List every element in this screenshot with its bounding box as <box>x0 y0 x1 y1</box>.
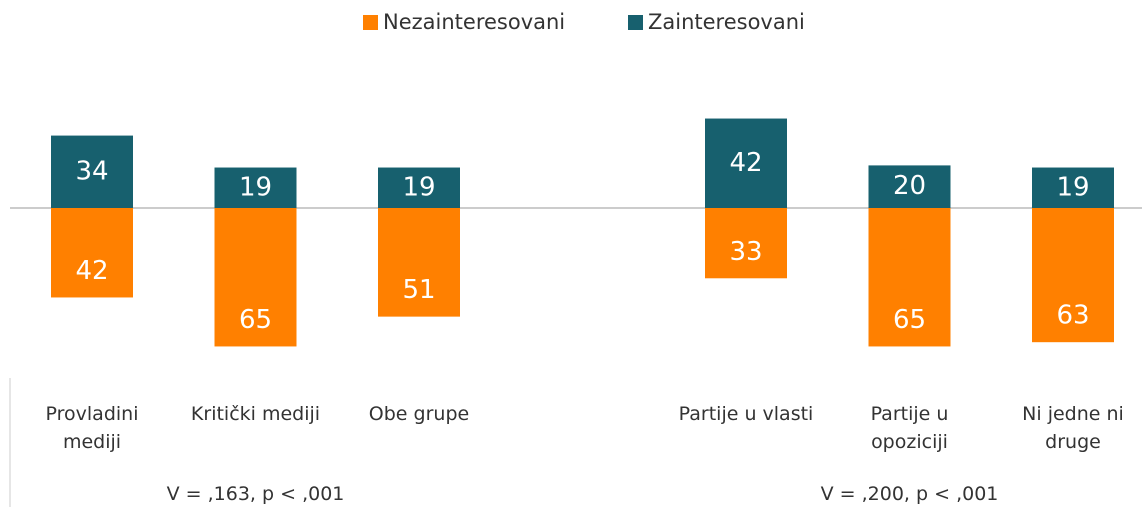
value-label: 19 <box>1056 172 1089 202</box>
bar <box>214 208 297 347</box>
bar <box>51 208 133 298</box>
bar <box>868 208 951 347</box>
bar <box>1032 208 1114 343</box>
annotation: V = ,163, p < ,001 <box>166 483 345 505</box>
value-label: 19 <box>402 172 435 202</box>
x-tick-label: Ni jedne ni druge <box>1022 403 1124 453</box>
value-label: 42 <box>75 256 108 286</box>
value-label: 65 <box>239 305 272 335</box>
value-label: 19 <box>239 172 272 202</box>
value-label: 33 <box>729 237 762 267</box>
x-tick-label: Partije u opoziciji <box>870 403 949 453</box>
bar <box>51 135 133 208</box>
bar <box>378 208 460 317</box>
value-label: 42 <box>729 148 762 178</box>
legend-item: Zainteresovani <box>628 10 805 34</box>
legend-label: Nezainteresovani <box>383 10 566 34</box>
value-label: 63 <box>1056 301 1089 331</box>
x-tick-label: Partije u vlasti <box>678 403 814 425</box>
x-tick-label: Provladini mediji <box>45 403 139 453</box>
annotation: V = ,200, p < ,001 <box>820 483 999 505</box>
legend-label: Zainteresovani <box>648 10 805 34</box>
bar <box>378 167 460 208</box>
legend-item: Nezainteresovani <box>363 10 565 34</box>
value-label: 51 <box>402 275 435 305</box>
legend-swatch <box>628 14 643 30</box>
value-label: 34 <box>75 156 108 186</box>
bar <box>1032 167 1114 208</box>
legend-swatch <box>363 14 378 30</box>
x-tick-label: Kritički mediji <box>190 403 321 425</box>
bar <box>705 208 787 279</box>
x-tick-label: Obe grupe <box>368 403 470 425</box>
bar <box>705 118 787 208</box>
bar <box>214 167 297 208</box>
value-label: 65 <box>893 305 926 335</box>
bar <box>868 165 951 208</box>
value-label: 20 <box>893 171 926 201</box>
